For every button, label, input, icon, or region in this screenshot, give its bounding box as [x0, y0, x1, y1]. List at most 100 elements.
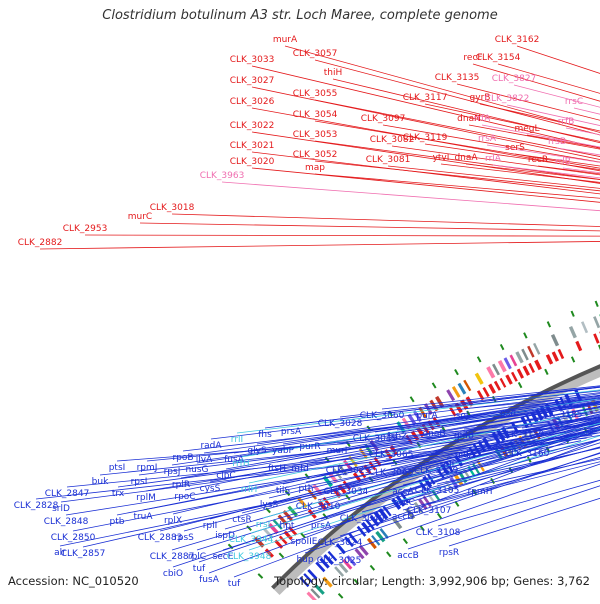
reverse-gene-label: psd	[500, 409, 516, 419]
reverse-gene-label: rplX	[164, 516, 182, 526]
forward-gene	[534, 360, 542, 371]
reverse-gene-label: ilvA	[196, 455, 213, 465]
forward-gene-label: serS	[505, 143, 525, 153]
middle-marker	[545, 369, 548, 374]
forward-gene	[546, 354, 553, 365]
reverse-gene-label: CLK_3159	[500, 430, 545, 440]
reverse-gene-label: CLK_3024	[318, 538, 363, 548]
outer-marker	[548, 322, 550, 327]
forward-gene-label: CLK_3135	[435, 73, 480, 83]
forward-leader-line	[563, 168, 600, 244]
reverse-gene-label: rrsI	[256, 520, 271, 530]
forward-gene-label: CLK_3055	[293, 89, 338, 99]
reverse-gene-label: CLK_3034	[324, 487, 369, 497]
forward-gene-label: CLK_3021	[230, 141, 275, 151]
forward-cog-block	[533, 343, 540, 355]
topology-summary: Topology: circular; Length: 3,992,906 bp…	[274, 574, 590, 588]
forward-gene	[505, 374, 513, 384]
reverse-gene-label: CLK_3060	[360, 411, 405, 421]
forward-gene	[528, 363, 535, 373]
middle-marker	[279, 553, 283, 557]
outer-marker	[571, 311, 573, 317]
reverse-gene-label: CLK_3160	[505, 449, 550, 459]
outer-marker	[478, 357, 481, 362]
inner-marker	[339, 594, 343, 598]
middle-marker	[258, 574, 262, 578]
inner-marker	[404, 539, 408, 544]
forward-gene-label: rrsA	[478, 134, 497, 144]
forward-gene	[494, 381, 501, 391]
inner-marker	[370, 565, 374, 570]
forward-cog-block	[510, 355, 518, 367]
reverse-gene-label: gidB	[454, 431, 474, 441]
forward-gene-label: rrlA	[485, 154, 502, 164]
reverse-gene-label: rpsR	[439, 548, 459, 558]
reverse-gene-label: CLK_3066	[369, 468, 414, 478]
reverse-gene-label: ptb	[110, 517, 125, 527]
reverse-gene-label: CLK_3105	[415, 486, 460, 496]
reverse-gene-label: rplC	[188, 552, 206, 562]
forward-gene	[558, 349, 565, 359]
forward-gene-label: rrfB	[558, 117, 575, 127]
figure-title: Clostridium botulinum A3 str. Loch Maree…	[0, 8, 600, 23]
reverse-gene-label: mfd	[291, 464, 309, 474]
reverse-gene-label: rpoB	[172, 453, 193, 463]
forward-gene	[523, 366, 530, 376]
forward-gene-label: CLK_3018	[150, 203, 195, 213]
forward-cog-block	[515, 351, 523, 363]
reverse-gene-label: rplI	[203, 521, 218, 531]
reverse-gene-label: rpmH	[468, 487, 493, 497]
forward-gene-label: map	[305, 163, 325, 173]
reverse-gene-label: CLK_2847	[45, 489, 90, 499]
reverse-gene-label: spoIIE	[291, 537, 318, 547]
forward-gene-label: recR	[528, 155, 548, 165]
forward-gene	[552, 351, 559, 361]
reverse-gene-label: CLK_3108	[416, 528, 461, 538]
forward-gene-label: rrsC	[565, 97, 583, 107]
reverse-gene-label: tilS	[276, 486, 291, 496]
reverse-gene-label: clpC	[216, 471, 235, 481]
reverse-gene-label: fusA	[199, 575, 220, 585]
forward-gene-label: dnaA	[454, 153, 478, 163]
reverse-gene-label: CLK_2850	[51, 533, 96, 543]
reverse-gene-label: rrlI	[231, 435, 243, 445]
reverse-gene-label: CLK_3109	[414, 466, 459, 476]
reverse-gene-label: CLK_2857	[61, 549, 106, 559]
forward-gene-label: CLK_3097	[361, 114, 406, 124]
forward-gene	[575, 341, 582, 351]
reverse-gene-label: CLK_3040	[340, 514, 385, 524]
reverse-gene-label: nusG	[185, 465, 208, 475]
forward-leader-line	[40, 237, 600, 249]
forward-gene-label: CLK_3052	[293, 150, 338, 160]
reverse-gene-label: rplM	[136, 493, 156, 503]
forward-gene-label: CLK_3963	[200, 171, 245, 181]
forward-cog-block	[551, 334, 559, 346]
reverse-gene-label: lysS	[260, 500, 279, 510]
reverse-gene-label: rpsJ	[164, 467, 181, 477]
outer-marker	[596, 301, 598, 307]
forward-leader-line	[315, 174, 600, 233]
forward-gene	[593, 333, 599, 343]
reverse-gene-label: rpsS	[174, 533, 194, 543]
reverse-gene-label: soj	[456, 411, 469, 421]
reverse-gene-label: ctsR	[232, 515, 251, 525]
forward-gene-label: CLK_3033	[230, 55, 275, 65]
forward-gene-label: murA	[273, 35, 298, 45]
forward-cog-block	[521, 349, 529, 361]
forward-cog-block	[452, 386, 461, 398]
reverse-gene-label: tuf	[228, 579, 241, 589]
forward-gene-label: CLK_3081	[366, 155, 411, 165]
forward-gene	[517, 369, 524, 379]
forward-gene-label: CLK_3053	[293, 130, 338, 140]
inner-marker	[387, 552, 391, 557]
forward-gene-label: CLK_2953	[63, 224, 108, 234]
outer-marker	[455, 370, 458, 375]
reverse-gene-label: ptsI	[109, 463, 126, 473]
reverse-gene-label: prsA	[281, 427, 302, 437]
reverse-gene-label: CLK_3010	[296, 502, 341, 512]
reverse-gene-label: rrfH	[232, 459, 249, 469]
reverse-gene-label: glyS	[247, 446, 267, 456]
reverse-gene-label: purR	[299, 442, 320, 452]
forward-gene-label: CLK_3117	[403, 93, 448, 103]
reverse-gene-label: cysS	[200, 484, 221, 494]
